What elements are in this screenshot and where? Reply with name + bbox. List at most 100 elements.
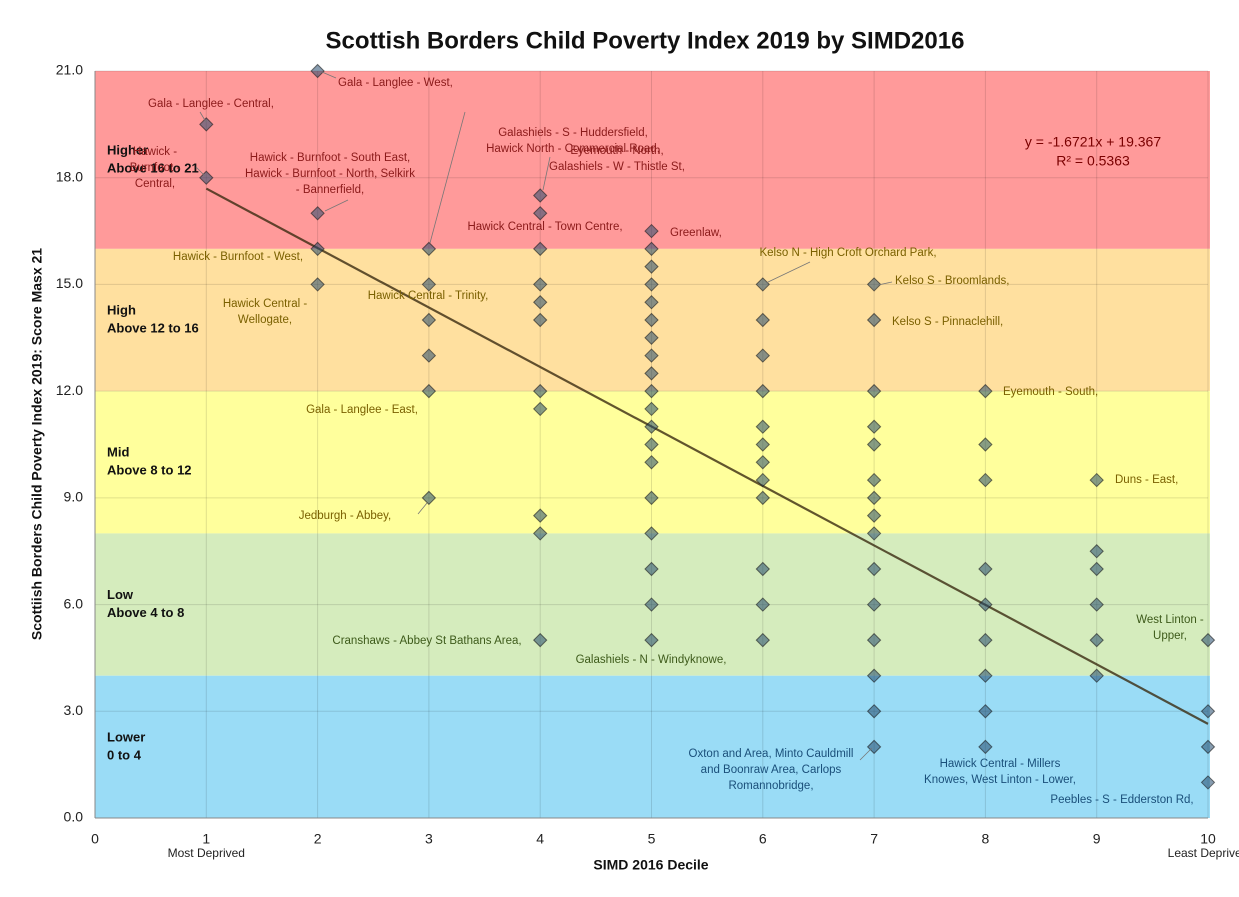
annotation: Oxton and Area, Minto Cauldmill	[689, 748, 854, 760]
point	[532, 383, 548, 399]
point	[310, 63, 325, 79]
point	[421, 383, 437, 399]
x-tick-label: 10	[1200, 831, 1216, 847]
point	[866, 472, 882, 488]
point	[755, 561, 771, 577]
y-axis-label: Scottiish Borders Child Poverty Index 20…	[29, 248, 45, 640]
annotation: Gala - Langlee - West,	[338, 77, 453, 89]
band-label: Lower	[107, 729, 145, 744]
point	[866, 561, 882, 577]
band-label: Higher	[107, 142, 148, 157]
x-note: Most Deprived	[168, 846, 245, 860]
point	[978, 597, 993, 612]
leader-line	[195, 166, 206, 177]
point	[644, 277, 659, 292]
annotation: Jedburgh - Abbey,	[299, 510, 392, 522]
annotation: Hawick Central -	[223, 298, 308, 310]
point	[866, 383, 882, 399]
point	[1089, 668, 1104, 683]
point	[1089, 561, 1104, 577]
point	[310, 206, 325, 221]
point	[644, 241, 659, 257]
point	[978, 739, 993, 755]
leader-line	[765, 261, 811, 284]
x-tick-label: 9	[1093, 831, 1101, 847]
point	[866, 526, 882, 541]
point	[1089, 544, 1104, 559]
y-tick-label: 21.0	[56, 62, 83, 78]
x-tick-label: 2	[314, 831, 322, 847]
point	[644, 597, 659, 612]
point	[1200, 632, 1216, 648]
point	[866, 739, 882, 755]
annotation: Burnfoot -	[130, 162, 181, 174]
point	[644, 437, 659, 452]
leader-line	[199, 111, 207, 123]
band-label: Mid	[107, 445, 129, 460]
point	[866, 704, 882, 719]
annotation: Galashiels - W - Thistle St,	[549, 161, 685, 173]
point	[866, 597, 882, 612]
point	[755, 472, 771, 488]
point	[644, 330, 659, 345]
annotation: Romannobridge,	[728, 780, 813, 792]
point	[978, 383, 993, 399]
x-tick-label: 4	[536, 831, 544, 847]
point	[644, 455, 659, 470]
annotation: Galashiels - S - Huddersfield,	[498, 127, 648, 139]
point	[1089, 597, 1104, 612]
point	[978, 668, 993, 683]
band-sublabel: 0 to 4	[107, 747, 142, 762]
leader-line	[429, 111, 466, 244]
point	[755, 490, 771, 506]
point	[866, 490, 882, 506]
band	[95, 675, 1210, 818]
point	[866, 632, 882, 648]
annotation: Eyemouth - South,	[1003, 386, 1098, 398]
point	[978, 704, 993, 719]
annotation: Eyemouth - North,	[570, 145, 663, 157]
point	[755, 597, 771, 612]
point	[978, 437, 993, 452]
point	[421, 490, 437, 506]
annotation: Kelso N - High Croft Orchard Park,	[759, 247, 936, 259]
x-tick-label: 7	[870, 831, 878, 847]
annotation: Wellogate,	[238, 314, 292, 326]
point	[532, 277, 548, 292]
point	[532, 401, 548, 417]
point	[644, 366, 659, 381]
annotation: West Linton -	[1136, 614, 1204, 626]
annotation: Duns - East,	[1115, 474, 1178, 486]
point	[421, 277, 437, 292]
point	[1200, 704, 1216, 719]
leader-line	[417, 502, 428, 515]
point	[644, 561, 659, 577]
point	[755, 419, 771, 434]
trendline	[205, 187, 1209, 725]
point	[644, 312, 659, 328]
band-sublabel: Above 8 to 12	[107, 463, 192, 478]
x-tick-label: 1	[202, 831, 210, 847]
x-axis-label: SIMD 2016 Decile	[593, 857, 708, 873]
point	[644, 295, 659, 310]
band-sublabel: Above 16 to 21	[107, 160, 199, 175]
leader-line	[542, 156, 551, 191]
point	[755, 348, 771, 363]
leader-line	[321, 71, 337, 79]
point	[866, 277, 882, 292]
point	[1200, 775, 1216, 790]
annotation: Knowes, West Linton - Lower,	[924, 774, 1076, 786]
annotation: Hawick Central - Trinity,	[368, 290, 489, 302]
point	[310, 277, 325, 292]
annotation: and Boonraw Area, Carlops	[701, 764, 842, 776]
annotation: Gala - Langlee - East,	[306, 404, 418, 416]
point	[644, 348, 659, 363]
point	[755, 383, 771, 399]
annotation: Upper,	[1153, 630, 1187, 642]
x-tick-label: 0	[91, 831, 99, 847]
point	[644, 632, 659, 648]
y-tick-label: 9.0	[64, 489, 84, 505]
annotation: Greenlaw,	[670, 227, 722, 239]
leader-line	[859, 747, 873, 761]
